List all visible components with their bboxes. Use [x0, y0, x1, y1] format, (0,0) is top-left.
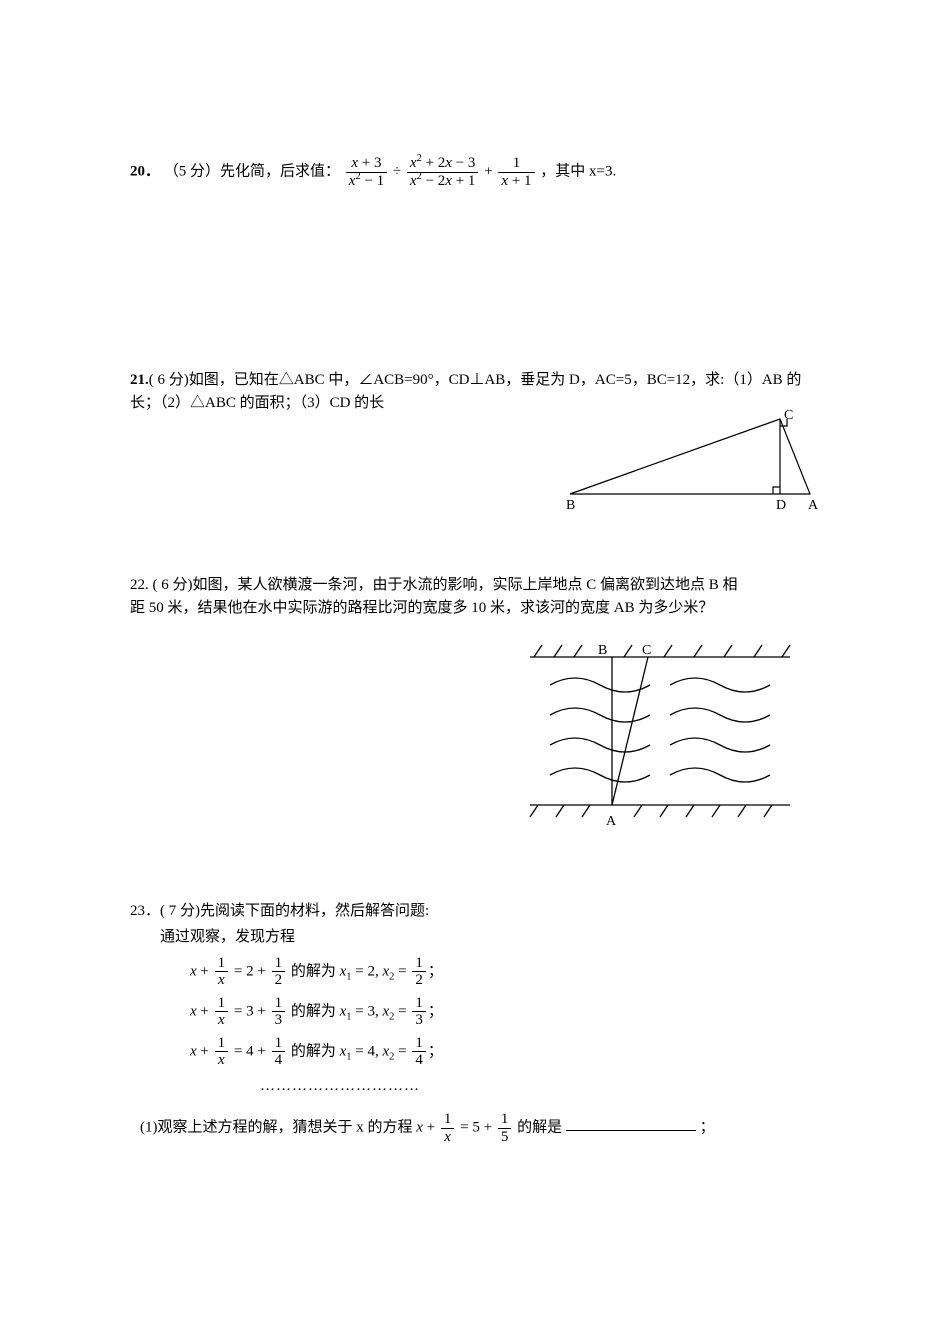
- label-A: A: [606, 814, 617, 829]
- label-A: A: [808, 498, 819, 513]
- problem-23-q1: (1)观察上述方程的解，猜想关于 x 的方程 x + 1x = 5 + 15 的…: [130, 1111, 820, 1145]
- problem-20: 20． （5 分）先化简，后求值： x + 3 x2 − 1 ÷ x2 + 2x…: [130, 155, 820, 189]
- problem-23-head: 23．( 7 分)先阅读下面的材料，然后解答问题:: [130, 900, 820, 923]
- triangle-diagram: B D A C: [560, 409, 820, 514]
- frac-2: x2 + 2x − 3 x2 − 2x + 1: [407, 155, 479, 189]
- frac-3: 1 x + 1: [498, 155, 534, 189]
- problem-22-line2: 距 50 米，结果他在水中实际游的路程比河的宽度多 10 米，求该河的宽度 AB…: [130, 597, 820, 620]
- frac-1: x + 3 x2 − 1: [346, 155, 387, 189]
- problem-20-prefix: （5 分）先化简，后求值：: [164, 163, 340, 179]
- problem-number: 20．: [130, 163, 160, 179]
- label-D: D: [776, 498, 786, 513]
- problem-number: 23．: [130, 903, 160, 919]
- equation-1: x + 1x = 2 + 12 的解为 x1 = 2, x2 = 12；: [190, 955, 820, 989]
- problem-20-tail: ，其中 x=3.: [540, 163, 616, 179]
- problem-21: 21.( 6 分)如图，已知在△ABC 中，∠ACB=90°，CD⊥AB，垂足为…: [130, 369, 820, 414]
- problem-21-line1: 21.( 6 分)如图，已知在△ABC 中，∠ACB=90°，CD⊥AB，垂足为…: [130, 369, 820, 392]
- dots: …………………………: [190, 1075, 820, 1098]
- equation-3: x + 1x = 4 + 14 的解为 x1 = 4, x2 = 14；: [190, 1035, 820, 1069]
- label-B: B: [598, 643, 607, 658]
- label-B: B: [566, 498, 575, 513]
- problem-number: 21.: [130, 372, 149, 388]
- label-C: C: [784, 409, 793, 423]
- answer-blank[interactable]: [566, 1115, 696, 1131]
- problem-22-line1: 22. ( 6 分)如图，某人欲横渡一条河，由于水流的影响，实际上岸地点 C 偏…: [130, 574, 820, 597]
- problem-22: 22. ( 6 分)如图，某人欲横渡一条河，由于水流的影响，实际上岸地点 C 偏…: [130, 574, 820, 840]
- problem-23-intro: 通过观察，发现方程: [130, 926, 820, 949]
- equation-list: x + 1x = 2 + 12 的解为 x1 = 2, x2 = 12； x +…: [130, 955, 820, 1098]
- div-symbol: ÷: [393, 163, 401, 179]
- plus-symbol: +: [484, 163, 492, 179]
- river-diagram: B C A: [520, 637, 800, 832]
- problem-number: 22.: [130, 577, 149, 593]
- equation-2: x + 1x = 3 + 13 的解为 x1 = 3, x2 = 13；: [190, 995, 820, 1029]
- problem-23: 23．( 7 分)先阅读下面的材料，然后解答问题: 通过观察，发现方程 x + …: [130, 900, 820, 1146]
- label-C: C: [642, 643, 651, 658]
